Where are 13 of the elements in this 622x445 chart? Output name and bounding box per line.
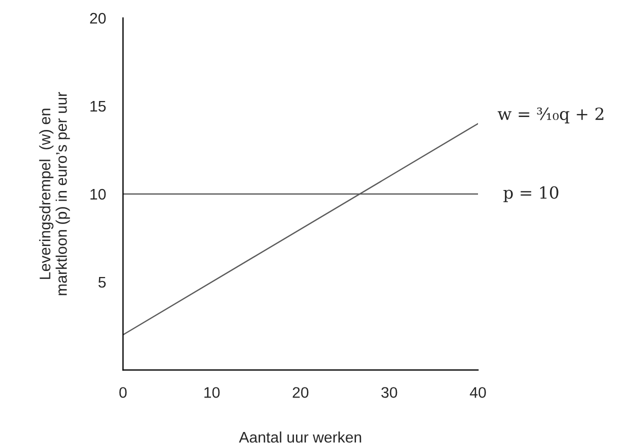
x-tick-label: 10 [204, 387, 220, 398]
x-tick-label: 0 [119, 387, 127, 398]
x-tick-label: 40 [470, 387, 486, 398]
y-tick-label: 5 [98, 277, 106, 288]
x-tick-label: 30 [381, 387, 398, 398]
y-tick-label: 20 [90, 12, 106, 24]
series-label: w = ³⁄₁₀q + 2 [498, 107, 604, 124]
y-axis-title: Leveringsdrempel (w) en marktloon (p) in euro’s per uur [39, 92, 70, 296]
x-axis-title: Aantal uur werken [238, 431, 362, 443]
x-tick-label: 20 [292, 387, 308, 398]
y-tick-label: 15 [90, 101, 106, 112]
y-tick-label: 10 [90, 188, 106, 200]
ref-line-label: p = 10 [503, 186, 558, 202]
